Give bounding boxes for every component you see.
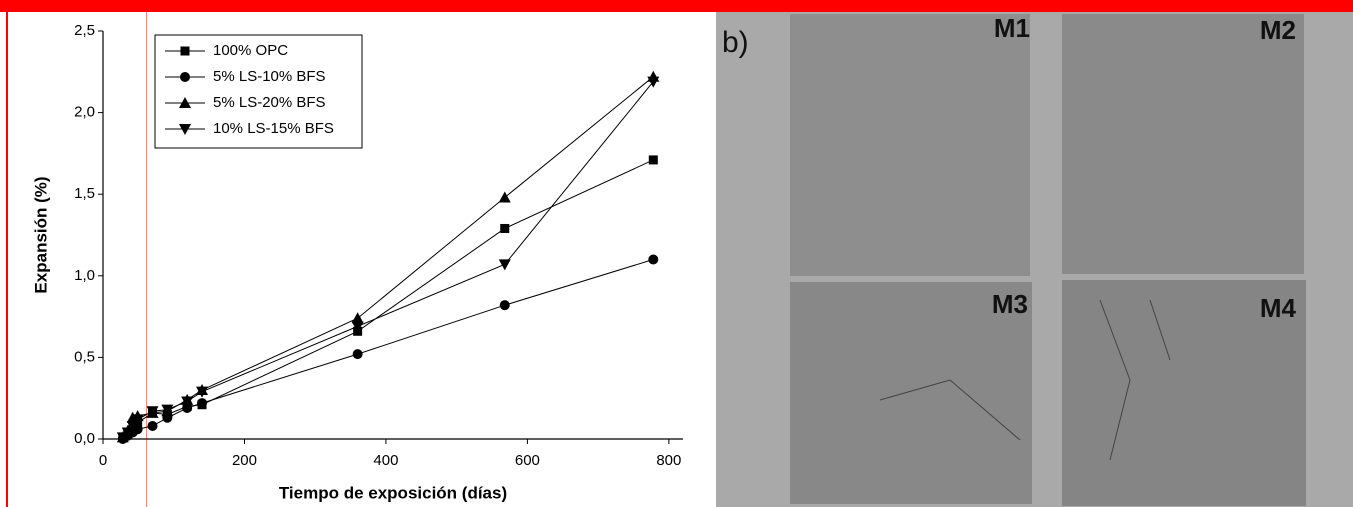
- specimen-label: M3: [992, 289, 1028, 319]
- y-tick-label: 0,0: [74, 430, 95, 447]
- specimen: [1062, 14, 1304, 274]
- y-axis-label: Expansión (%): [31, 176, 50, 293]
- specimen-label: M4: [1260, 293, 1297, 323]
- divider: [146, 12, 147, 507]
- x-tick-label: 800: [656, 452, 681, 469]
- x-tick-label: 200: [232, 452, 257, 469]
- photo: b) M1 M2 M3 M4: [716, 12, 1353, 507]
- legend-label: 100% OPC: [213, 42, 288, 59]
- marker: [353, 349, 363, 359]
- marker: [648, 254, 658, 264]
- marker: [649, 155, 658, 164]
- x-tick-label: 0: [99, 452, 107, 469]
- specimen-label: M1: [994, 13, 1030, 43]
- specimen-label: M2: [1260, 15, 1296, 45]
- y-tick-label: 1,5: [74, 185, 95, 202]
- x-tick-label: 600: [515, 452, 540, 469]
- series-line: [123, 259, 653, 439]
- header-bar: [0, 0, 1353, 12]
- x-tick-label: 400: [373, 452, 398, 469]
- legend-label: 5% LS-10% BFS: [213, 68, 326, 85]
- panel-label: b): [722, 26, 749, 59]
- y-tick-label: 1,0: [74, 267, 95, 284]
- y-tick-label: 0,5: [74, 348, 95, 365]
- marker: [499, 259, 511, 270]
- left-border: [6, 0, 8, 507]
- marker: [500, 300, 510, 310]
- y-tick-label: 2,5: [74, 22, 95, 39]
- legend-label: 5% LS-20% BFS: [213, 94, 326, 111]
- legend-label: 10% LS-15% BFS: [213, 120, 334, 137]
- marker: [148, 421, 158, 431]
- specimen: [790, 14, 1030, 276]
- marker: [647, 77, 659, 88]
- marker: [197, 398, 207, 408]
- page: b) M1 M2 M3 M4 0,0 0,5 1,0 1,5 2,0 2,5 0 200 400…: [0, 0, 1353, 507]
- marker: [181, 47, 190, 56]
- x-axis-label: Tiempo de exposición (días): [279, 483, 507, 502]
- marker: [180, 72, 190, 82]
- figure: b) M1 M2 M3 M4 0,0 0,5 1,0 1,5 2,0 2,5 0 200 400…: [0, 0, 1353, 507]
- y-tick-label: 2,0: [74, 104, 95, 121]
- marker: [500, 224, 509, 233]
- marker: [499, 191, 511, 202]
